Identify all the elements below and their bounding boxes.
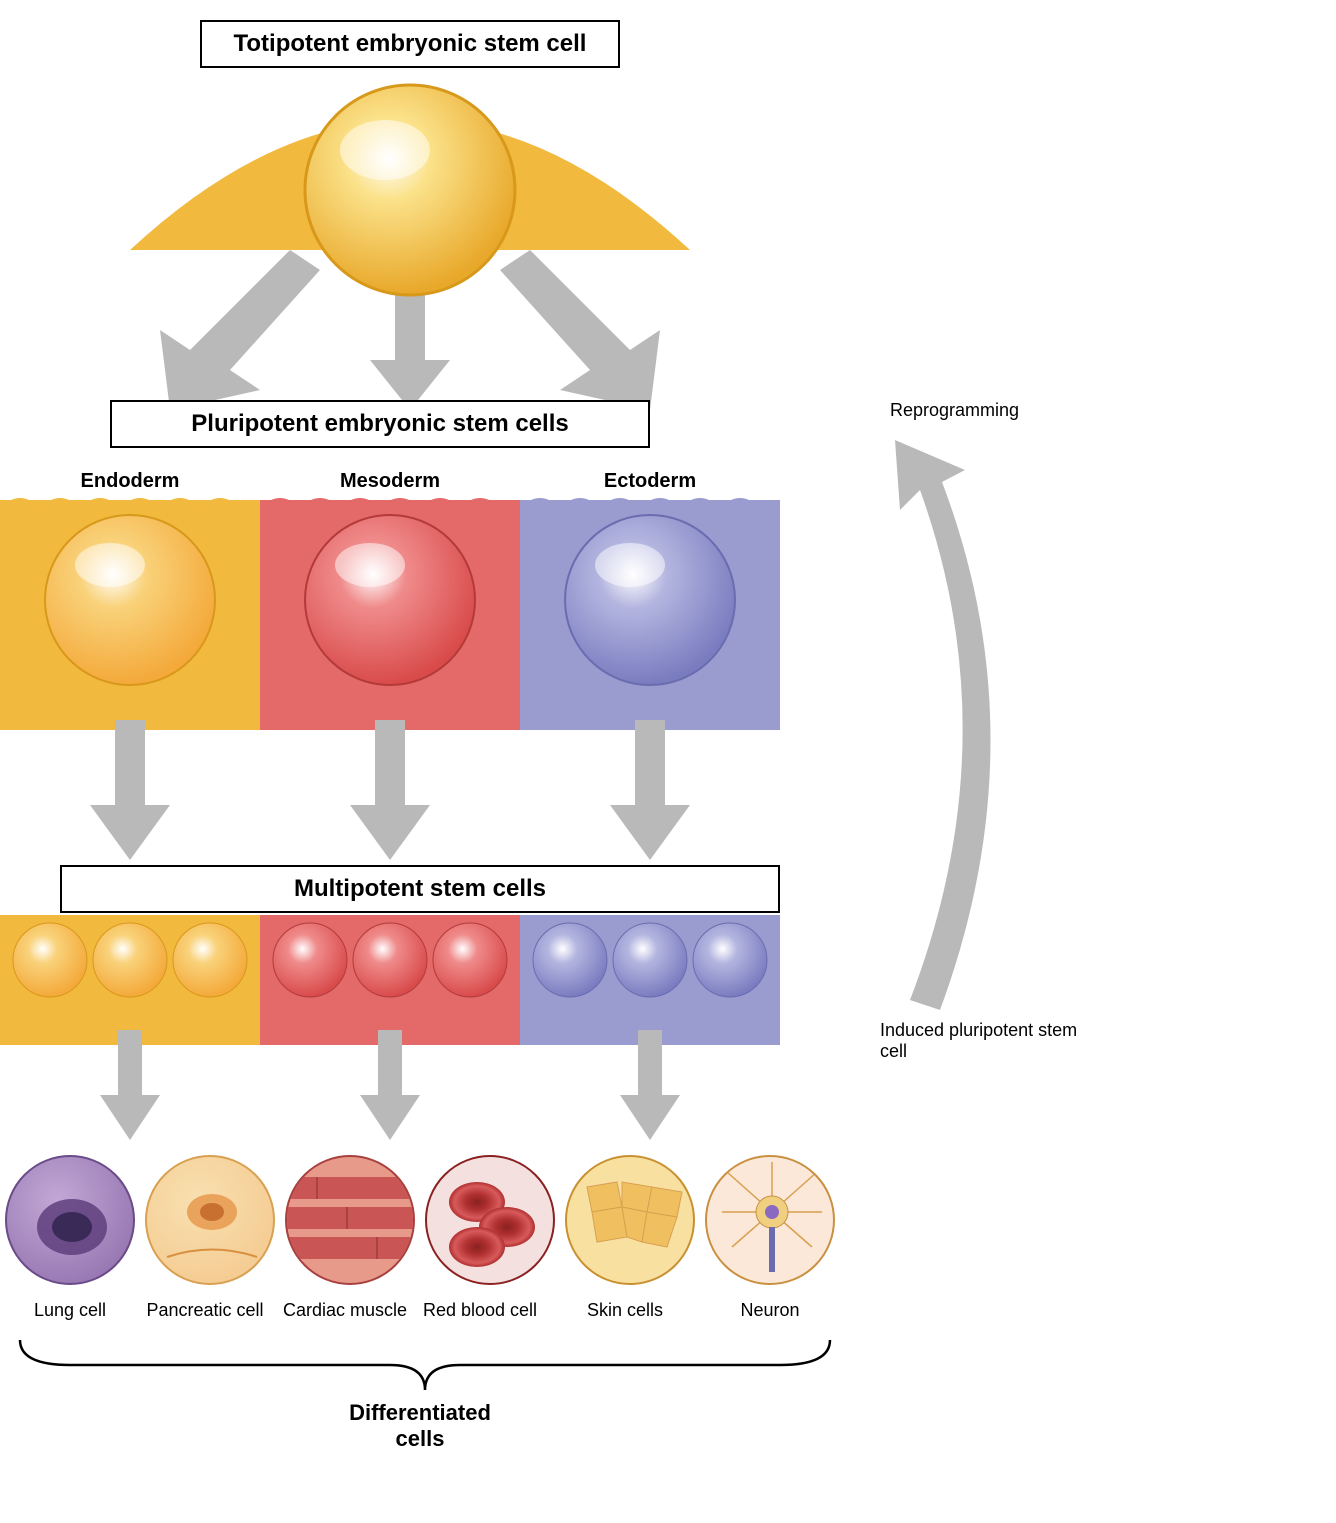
- arrow-toti-left: [150, 250, 330, 410]
- differentiated-label: Differentiated cells: [330, 1400, 510, 1452]
- meso-small-3: [430, 920, 510, 1000]
- multipotent-label: Multipotent stem cells: [294, 875, 546, 902]
- tissue-skin: [565, 1155, 695, 1285]
- totipotent-label-box: Totipotent embryonic stem cell: [200, 20, 620, 68]
- ecto-small-2: [610, 920, 690, 1000]
- differentiated-brace: [10, 1340, 840, 1400]
- totipotent-cell: [300, 80, 520, 300]
- pluripotent-label: Pluripotent embryonic stem cells: [191, 410, 568, 437]
- endoderm-label: Endoderm: [0, 470, 260, 493]
- meso-small-1: [270, 920, 350, 1000]
- meso-small-2: [350, 920, 430, 1000]
- endo-small-1: [10, 920, 90, 1000]
- ecto-small-1: [530, 920, 610, 1000]
- arrow-pluri-1: [90, 720, 170, 860]
- ectoderm-cell: [560, 510, 740, 690]
- tissue-neuron: [705, 1155, 835, 1285]
- totipotent-label: Totipotent embryonic stem cell: [234, 30, 587, 57]
- reprogramming-label: Reprogramming: [890, 400, 1110, 421]
- mesoderm-cell: [300, 510, 480, 690]
- arrow-multi-1: [100, 1030, 160, 1140]
- arrow-multi-3: [620, 1030, 680, 1140]
- neuron-label: Neuron: [680, 1300, 860, 1321]
- endo-small-2: [90, 920, 170, 1000]
- endoderm-cell: [40, 510, 220, 690]
- curved-arrow: [850, 440, 1030, 1020]
- ectoderm-label: Ectoderm: [520, 470, 780, 493]
- tissue-cardiac: [285, 1155, 415, 1285]
- arrow-pluri-3: [610, 720, 690, 860]
- ecto-small-3: [690, 920, 770, 1000]
- tissue-lung: [5, 1155, 135, 1285]
- multipotent-label-box: Multipotent stem cells: [60, 865, 780, 913]
- ipsc-label: Induced pluripotent stem cell: [880, 1020, 1100, 1062]
- tissue-pancreatic: [145, 1155, 275, 1285]
- tissue-rbc: [425, 1155, 555, 1285]
- arrow-pluri-2: [350, 720, 430, 860]
- arrow-toti-right: [490, 250, 670, 410]
- endo-small-3: [170, 920, 250, 1000]
- arrow-multi-2: [360, 1030, 420, 1140]
- pluripotent-label-box: Pluripotent embryonic stem cells: [110, 400, 650, 448]
- mesoderm-label: Mesoderm: [260, 470, 520, 493]
